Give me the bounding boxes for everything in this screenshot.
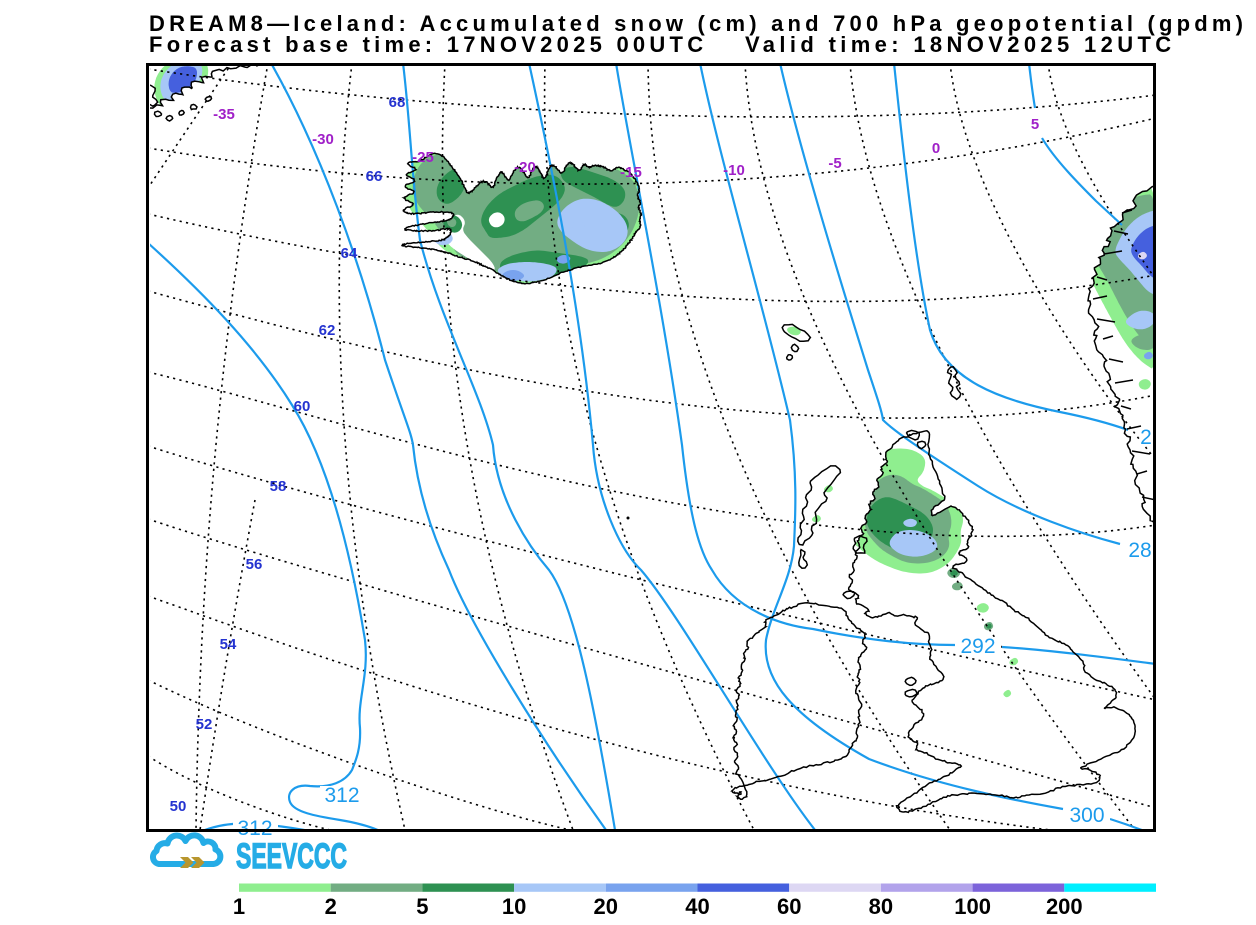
svg-text:5: 5: [416, 894, 428, 919]
svg-text:2: 2: [1140, 426, 1152, 449]
svg-text:312: 312: [324, 784, 359, 807]
svg-text:0: 0: [932, 140, 940, 157]
svg-text:300: 300: [1069, 804, 1104, 827]
svg-text:60: 60: [294, 398, 311, 415]
svg-text:-5: -5: [828, 155, 841, 172]
svg-text:80: 80: [869, 894, 893, 919]
svg-text:60: 60: [777, 894, 801, 919]
svg-text:-30: -30: [312, 131, 334, 148]
svg-text:312: 312: [237, 817, 272, 840]
svg-text:20: 20: [594, 894, 618, 919]
svg-text:52: 52: [196, 716, 213, 733]
svg-text:54: 54: [220, 636, 237, 653]
svg-text:66: 66: [366, 168, 383, 185]
svg-text:62: 62: [319, 322, 336, 339]
svg-text:56: 56: [246, 556, 263, 573]
svg-text:40: 40: [685, 894, 709, 919]
svg-text:-35: -35: [213, 106, 235, 123]
svg-text:200: 200: [1046, 894, 1083, 919]
svg-text:Valid time: 18NOV2025 12UTC: Valid time: 18NOV2025 12UTC: [745, 32, 1175, 57]
svg-text:64: 64: [341, 245, 358, 262]
svg-text:1: 1: [233, 894, 245, 919]
svg-text:100: 100: [954, 894, 991, 919]
svg-text:5: 5: [1031, 116, 1039, 133]
svg-text:50: 50: [170, 798, 187, 815]
svg-text:2: 2: [325, 894, 337, 919]
svg-text:58: 58: [270, 478, 287, 495]
svg-text:292: 292: [960, 635, 995, 658]
svg-text:DREAM8—Iceland: Accumulated sn: DREAM8—Iceland: Accumulated snow (cm) an…: [149, 11, 1247, 36]
svg-text:-15: -15: [620, 164, 642, 181]
svg-text:-20: -20: [514, 159, 536, 176]
svg-text:SEEVCCC: SEEVCCC: [236, 837, 347, 876]
svg-text:68: 68: [389, 94, 406, 111]
svg-text:Forecast base time: 17NOV2025: Forecast base time: 17NOV2025 00UTC: [149, 32, 707, 57]
svg-text:-10: -10: [723, 162, 745, 179]
svg-text:-25: -25: [412, 149, 434, 166]
svg-text:28: 28: [1128, 539, 1151, 562]
svg-text:10: 10: [502, 894, 526, 919]
